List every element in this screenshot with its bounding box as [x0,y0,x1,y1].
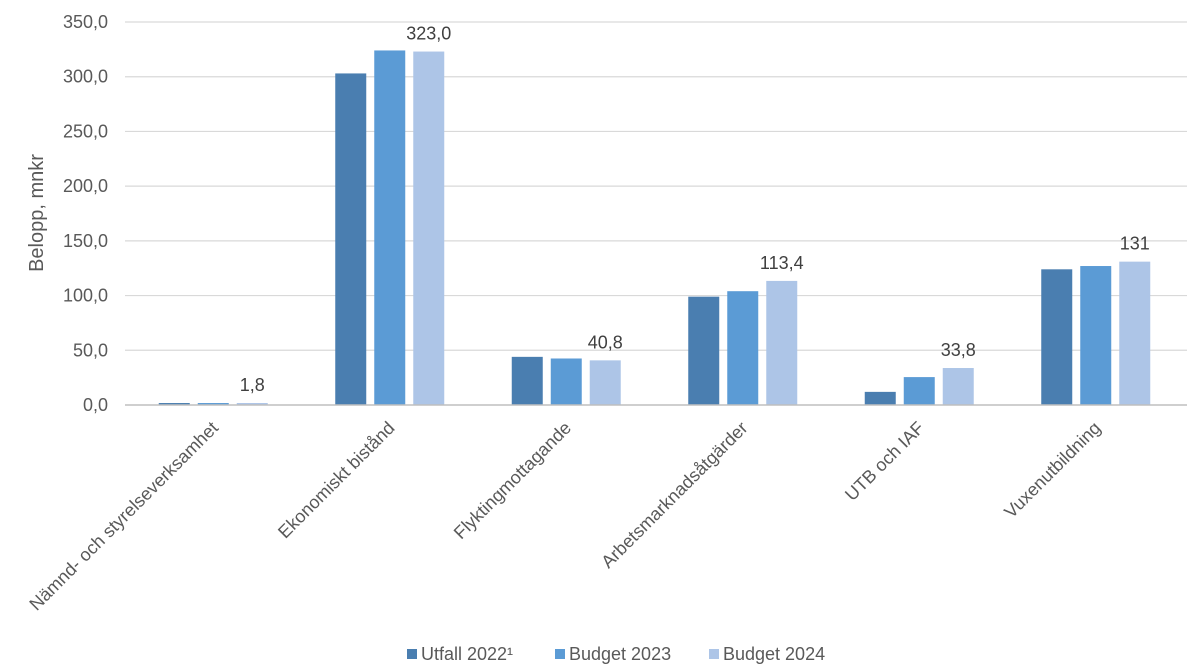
category-label: Ekonomiskt bistånd [274,418,399,543]
bar [1041,269,1073,405]
category-labels: Nämnd- och styrelseverksamhet Ekonomiskt … [25,418,1104,615]
bar [158,403,190,405]
category-label: Arbetsmarknadsåtgärder [597,418,751,572]
y-axis-ticks: 0,0 50,0 100,0 150,0 200,0 250,0 300,0 350,0 [63,12,108,415]
bar [413,51,445,405]
bar [374,50,406,406]
category-label: UTB och IAF [841,418,928,505]
bar [1119,261,1151,405]
data-label: 33,8 [941,340,976,360]
legend-swatch [407,649,417,659]
data-label: 113,4 [760,253,804,273]
bar [335,73,367,405]
y-tick-label: 100,0 [63,286,108,306]
data-label: 40,8 [588,332,623,352]
bar [942,368,974,405]
data-label: 131 [1120,234,1150,254]
bar [197,403,229,405]
bar [511,356,543,405]
data-labels: 1,8 323,0 40,8 113,4 33,8 131 [240,24,1150,395]
y-tick-label: 0,0 [83,395,108,415]
bar [1080,266,1112,405]
legend-label: Budget 2023 [569,644,671,664]
bar [727,291,759,405]
bar [236,403,268,405]
bars [158,50,1151,406]
y-tick-label: 300,0 [63,67,108,87]
legend-swatch [709,649,719,659]
legend-label: Utfall 2022¹ [421,644,513,664]
legend-swatch [555,649,565,659]
y-tick-label: 250,0 [63,121,108,141]
legend-label: Budget 2024 [723,644,825,664]
category-label: Vuxenutbildning [1000,418,1104,522]
data-label: 1,8 [240,375,265,395]
legend: Utfall 2022¹ Budget 2023 Budget 2024 [407,644,825,664]
bar [589,360,621,405]
data-label: 323,0 [406,24,451,44]
bar [864,391,896,405]
bar [766,280,798,405]
category-label: Nämnd- och styrelseverksamhet [25,418,222,615]
y-tick-label: 200,0 [63,176,108,196]
y-tick-label: 350,0 [63,12,108,32]
y-tick-label: 50,0 [73,340,108,360]
bar [903,377,935,405]
bar [688,296,720,405]
y-tick-label: 150,0 [63,231,108,251]
y-axis-label: Belopp, mnkr [26,154,48,272]
bar [550,358,582,405]
gridlines [125,21,1187,351]
category-label: Flyktingmottagande [450,418,575,543]
